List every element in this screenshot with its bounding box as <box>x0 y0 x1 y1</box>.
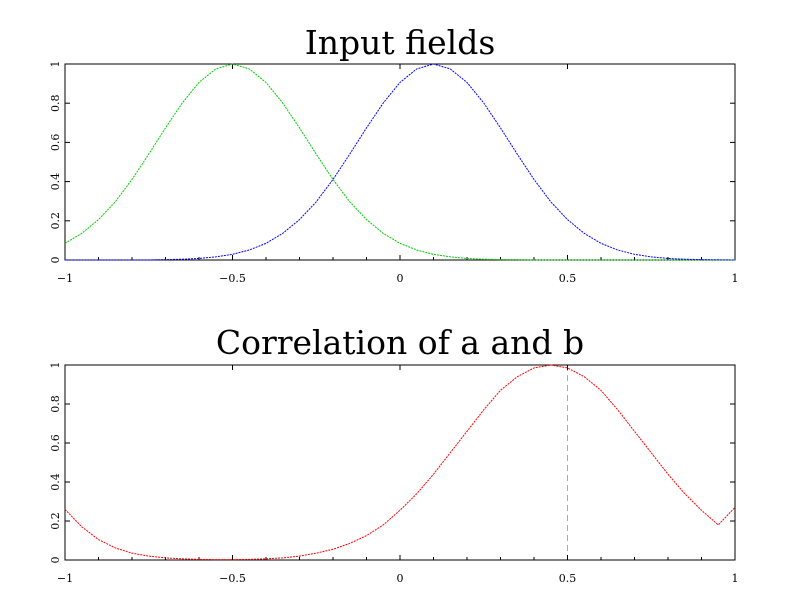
axes-frame <box>64 364 736 561</box>
y-tick-label: 1 <box>49 61 62 68</box>
y-tick-label: 0.8 <box>49 395 62 413</box>
y-tick-label: 0.4 <box>49 173 62 191</box>
series-line-0 <box>64 364 736 561</box>
x-tick-label: 0 <box>397 572 404 585</box>
chart-title-correlation: Correlation of a and b <box>216 323 584 362</box>
y-tick-label: 0.8 <box>49 94 62 112</box>
y-tick-label: 0 <box>49 257 62 264</box>
x-tick-label: 0.5 <box>559 572 577 585</box>
y-tick-label: 0.2 <box>49 212 62 230</box>
x-tick-label: 1 <box>732 272 739 285</box>
y-tick-label: 0.4 <box>49 473 62 491</box>
x-tick-label: −0.5 <box>219 572 246 585</box>
y-tick-label: 0.2 <box>49 512 62 530</box>
plot-correlation: −1 −0.5 0 0.5 1 0 0.2 0.4 0.6 0.8 1 <box>49 362 739 586</box>
x-tick-label: −0.5 <box>219 272 246 285</box>
x-tick-label: 0.5 <box>559 272 577 285</box>
series-line-0 <box>64 63 735 261</box>
x-tick-label: −1 <box>57 572 73 585</box>
y-tick-label: 0 <box>49 557 62 564</box>
x-tick-label: 0 <box>397 272 404 285</box>
series-line-1 <box>65 63 736 261</box>
axes-frame <box>64 63 736 261</box>
y-tick-label: 0.6 <box>49 134 62 152</box>
chart-title-input-fields: Input fields <box>305 23 496 62</box>
x-tick-label: −1 <box>57 272 73 285</box>
y-tick-label: 1 <box>49 362 62 369</box>
plot-input-fields: −1 −0.5 0 0.5 1 0 0.2 0.4 0.6 0.8 1 <box>49 61 739 286</box>
y-tick-label: 0.6 <box>49 434 62 452</box>
x-tick-label: 1 <box>732 572 739 585</box>
